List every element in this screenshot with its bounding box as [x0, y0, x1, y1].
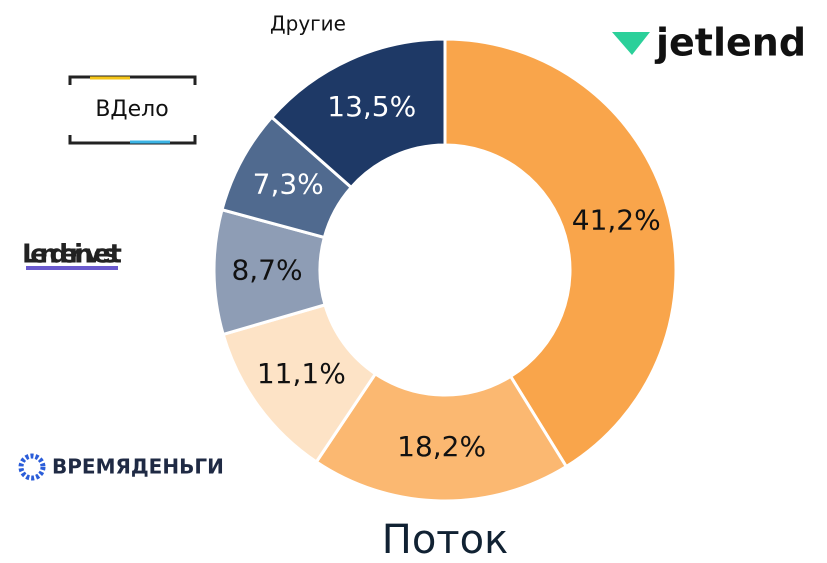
category-label: jetlend: [654, 21, 806, 65]
value-label: 18,2%: [397, 430, 486, 463]
donut-slice: [269, 37, 447, 190]
value-label: 41,2%: [572, 203, 661, 236]
vremya-icon: [18, 453, 46, 481]
value-label: 7,3%: [253, 168, 324, 201]
category-label: ВДело: [95, 97, 168, 122]
category-label: Lender invest: [22, 240, 122, 270]
value-label: 8,7%: [231, 254, 302, 287]
category-label: Другие: [270, 12, 346, 36]
value-label: 11,1%: [257, 357, 346, 390]
category-label: ВРЕМЯДЕНЬГИ: [52, 455, 224, 479]
value-label: 13,5%: [327, 90, 416, 123]
donut-slice: [314, 371, 569, 503]
donut-slice: [443, 37, 678, 469]
logo-decor: [18, 32, 650, 481]
category-label: Поток: [382, 517, 508, 563]
jetlend-icon: [612, 32, 650, 55]
